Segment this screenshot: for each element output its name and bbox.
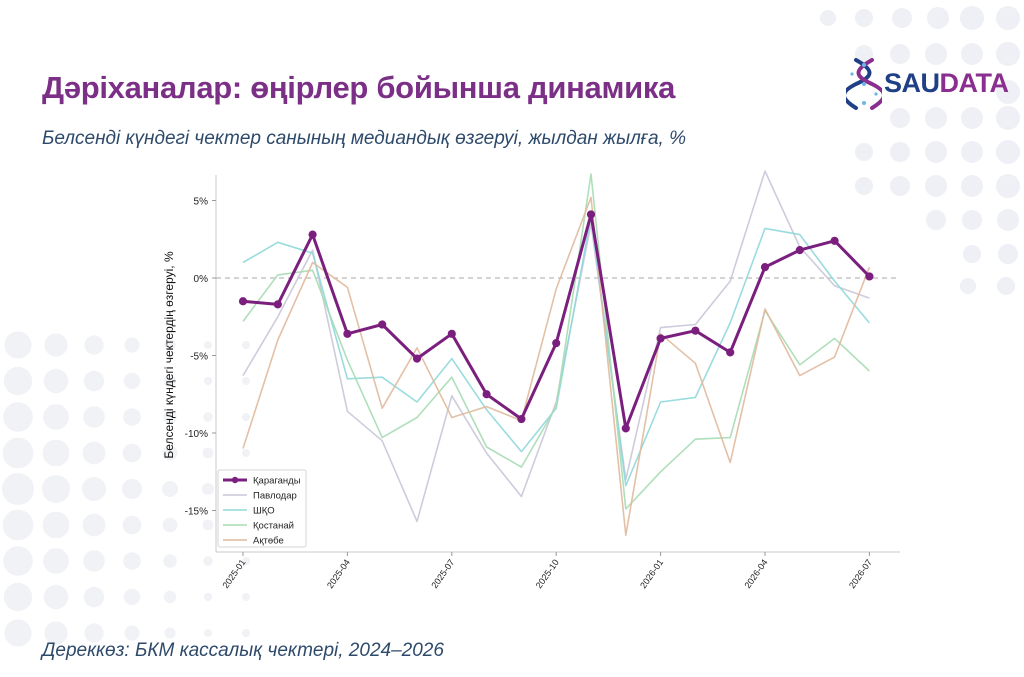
legend-label: Қараганды [253,476,301,487]
series-point [238,297,248,306]
x-tick-label: 2025-01 [221,557,248,590]
series-point [447,329,456,338]
series-line-1 [242,212,871,430]
legend-label: Ақтөбе [253,536,284,547]
legend-marker [231,476,239,484]
series-point [621,424,630,433]
y-tick-label: 5% [194,197,209,208]
y-tick-label: -15% [185,507,208,518]
series-point [865,272,874,281]
logo-text-data: DATA [939,68,1009,98]
legend-box [217,469,307,548]
page-subtitle: Белсенді күндегі чектер санының медианды… [42,128,686,149]
series-point [656,334,665,343]
series-point [482,390,491,399]
series-point [795,246,804,255]
series-point [726,348,735,357]
x-tick-label: 2025-04 [325,557,352,590]
x-tick-label: 2026-07 [847,557,874,590]
series-point [308,230,317,239]
series-point [552,339,561,348]
x-tick-label: 2026-01 [638,557,665,590]
saudata-logo: SAUDATA [846,56,1009,112]
data-source: Дереккөз: БКМ кассалық чектері, 2024–202… [42,640,444,661]
y-axis-label: Белсенді күндегі чектердің өзгеруі, % [162,251,176,459]
page-title: Дәріханалар: өңірлер бойынша динамика [42,70,676,105]
legend-label: ШҚО [253,506,275,517]
legend-label: Павлодар [253,491,297,502]
dna-logo-icon [846,58,882,110]
y-tick-label: 0% [194,274,209,285]
logo-wordmark: SAUDATA [884,68,1009,99]
legend-label: Қостанай [253,521,294,532]
logo-text-sau: SAU [884,68,940,98]
series-point [273,300,282,309]
series-point [586,210,596,219]
series-point [378,320,387,329]
series-point [412,354,422,363]
series-point [343,329,352,338]
series-point [691,326,700,335]
series-point [830,236,839,245]
series-point [517,414,526,424]
series-line-3 [242,215,871,487]
series-point [760,263,770,272]
series-line-5 [242,196,871,537]
x-tick-label: 2026-04 [743,557,770,590]
y-tick-label: -5% [190,352,208,363]
x-tick-label: 2025-07 [429,557,456,590]
x-tick-label: 2025-10 [534,557,561,590]
y-tick-label: -10% [185,429,208,440]
